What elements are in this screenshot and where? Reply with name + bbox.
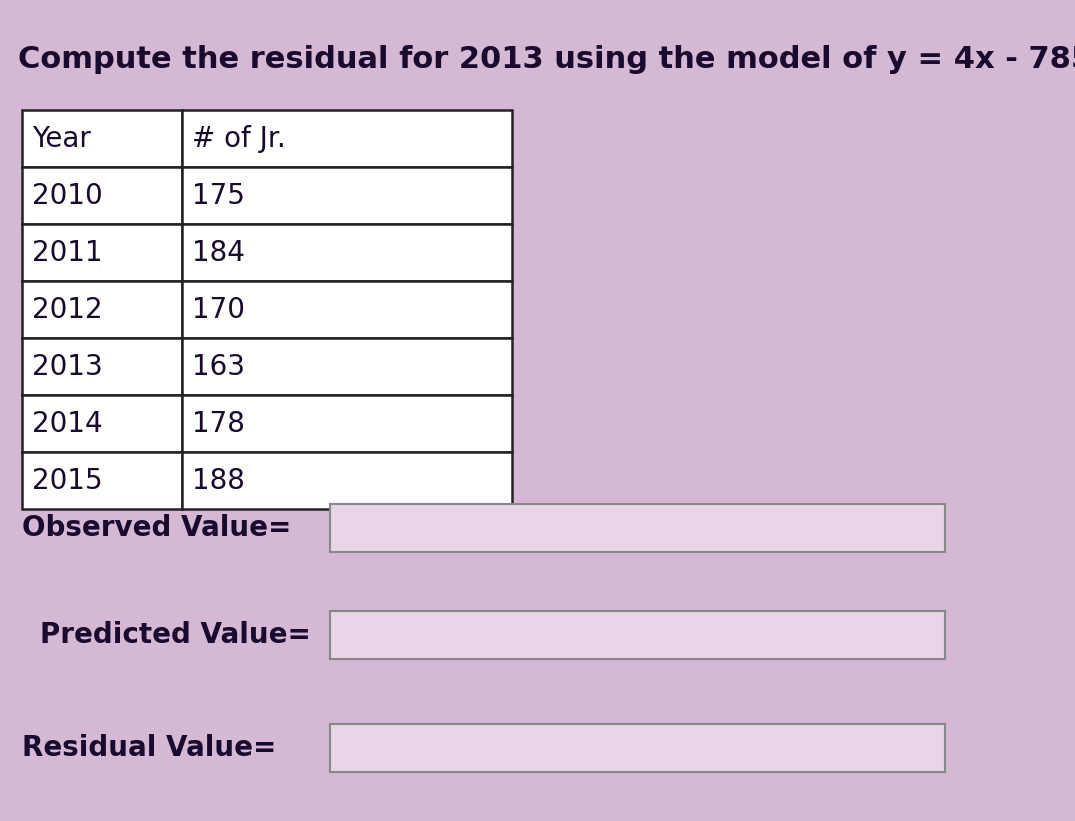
Text: 2015: 2015 — [32, 466, 102, 494]
Bar — [22, 110, 182, 167]
Bar — [22, 167, 182, 224]
Text: 188: 188 — [192, 466, 245, 494]
Bar — [22, 395, 182, 452]
Text: 178: 178 — [192, 410, 245, 438]
Text: Predicted Value=: Predicted Value= — [40, 621, 311, 649]
Text: 2013: 2013 — [32, 352, 103, 380]
Text: 2014: 2014 — [32, 410, 102, 438]
Text: Residual Value=: Residual Value= — [22, 734, 276, 762]
Bar — [22, 452, 182, 509]
Bar — [182, 452, 512, 509]
Bar — [22, 224, 182, 281]
Bar — [330, 504, 945, 552]
Text: # of Jr.: # of Jr. — [192, 125, 286, 153]
Text: 170: 170 — [192, 296, 245, 323]
Text: Year: Year — [32, 125, 91, 153]
Text: 2011: 2011 — [32, 238, 102, 267]
Bar — [22, 338, 182, 395]
Bar — [330, 724, 945, 772]
Bar — [182, 338, 512, 395]
Bar — [182, 110, 512, 167]
Bar — [182, 167, 512, 224]
Bar — [182, 395, 512, 452]
Text: 184: 184 — [192, 238, 245, 267]
Bar — [182, 281, 512, 338]
Bar — [22, 281, 182, 338]
Text: 2012: 2012 — [32, 296, 102, 323]
Text: Observed Value=: Observed Value= — [22, 514, 291, 542]
Text: 175: 175 — [192, 181, 245, 209]
Bar — [330, 611, 945, 659]
Text: Compute the residual for 2013 using the model of y = 4x - 7850: Compute the residual for 2013 using the … — [18, 45, 1075, 74]
Text: 2010: 2010 — [32, 181, 103, 209]
Bar — [182, 224, 512, 281]
Text: 163: 163 — [192, 352, 245, 380]
